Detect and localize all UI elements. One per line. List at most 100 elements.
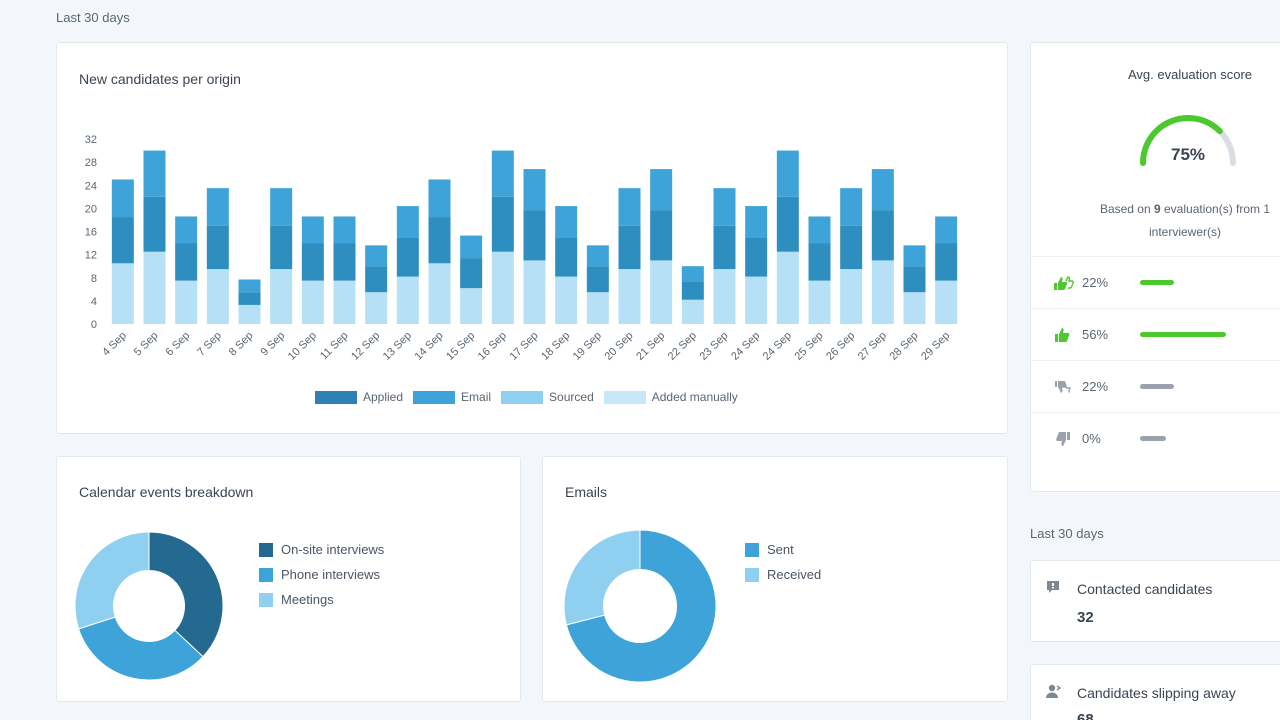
bar-segment[interactable] <box>206 225 229 270</box>
bar-segment[interactable] <box>301 243 324 281</box>
bar-segment[interactable] <box>491 251 514 324</box>
eval-row-yes: 56% <box>1030 308 1280 360</box>
bar-segment[interactable] <box>301 216 324 244</box>
bar-segment[interactable] <box>428 179 451 218</box>
bar-segment[interactable] <box>143 196 166 252</box>
donut-slice[interactable] <box>77 616 204 681</box>
bar-segment[interactable] <box>523 169 546 211</box>
bar-segment[interactable] <box>523 210 546 261</box>
bar-segment[interactable] <box>555 237 578 277</box>
bar-segment[interactable] <box>111 179 134 218</box>
bar-segment[interactable] <box>238 292 261 305</box>
x-tick-label: 12 Sep <box>349 330 382 363</box>
bar-segment[interactable] <box>871 260 894 324</box>
bar-segment[interactable] <box>808 216 831 244</box>
bar-segment[interactable] <box>270 188 293 226</box>
bar-segment[interactable] <box>143 150 166 197</box>
bar-segment[interactable] <box>175 280 198 324</box>
bar-segment[interactable] <box>840 188 863 226</box>
bar-segment[interactable] <box>681 281 704 300</box>
bar-segment[interactable] <box>840 225 863 270</box>
bar-segment[interactable] <box>776 150 799 197</box>
bar-segment[interactable] <box>903 292 926 324</box>
legend-item[interactable]: Added manually <box>603 390 738 404</box>
bar-segment[interactable] <box>713 188 736 226</box>
bar-segment[interactable] <box>396 237 419 277</box>
bar-segment[interactable] <box>745 276 768 324</box>
bar-segment[interactable] <box>618 225 641 270</box>
bar-segment[interactable] <box>238 279 261 293</box>
bar-segment[interactable] <box>586 245 609 267</box>
calendar-legend: On-site interviews Phone interviews Meet… <box>259 537 384 612</box>
bar-segment[interactable] <box>365 292 388 324</box>
bar-segment[interactable] <box>681 299 704 324</box>
bar-segment[interactable] <box>745 206 768 238</box>
bar-segment[interactable] <box>903 245 926 267</box>
bar-segment[interactable] <box>206 188 229 226</box>
bar-segment[interactable] <box>491 150 514 197</box>
bar-segment[interactable] <box>903 266 926 293</box>
bar-segment[interactable] <box>396 276 419 324</box>
bar-segment[interactable] <box>396 206 419 238</box>
bar-segment[interactable] <box>301 280 324 324</box>
bar-segment[interactable] <box>555 206 578 238</box>
bar-segment[interactable] <box>871 169 894 211</box>
evaluation-gauge <box>1140 115 1236 166</box>
bar-segment[interactable] <box>428 263 451 324</box>
bar-segment[interactable] <box>270 269 293 324</box>
bar-segment[interactable] <box>650 210 673 261</box>
donut-slice[interactable] <box>563 529 641 626</box>
bar-segment[interactable] <box>491 196 514 252</box>
based-on-prefix: Based on <box>1099 202 1154 216</box>
bar-segment[interactable] <box>460 258 483 289</box>
bar-segment[interactable] <box>333 216 356 244</box>
bar-segment[interactable] <box>238 304 261 324</box>
bar-segment[interactable] <box>143 251 166 324</box>
bar-segment[interactable] <box>111 263 134 324</box>
bar-segment[interactable] <box>935 280 958 324</box>
legend-item[interactable]: Email <box>413 390 491 404</box>
bar-segment[interactable] <box>555 276 578 324</box>
bar-segment[interactable] <box>206 269 229 324</box>
bar-segment[interactable] <box>175 216 198 244</box>
bar-segment[interactable] <box>713 225 736 270</box>
bar-segment[interactable] <box>650 169 673 211</box>
bar-segment[interactable] <box>270 225 293 270</box>
bar-segment[interactable] <box>681 266 704 282</box>
bar-segment[interactable] <box>840 269 863 324</box>
bar-segment[interactable] <box>460 235 483 259</box>
bar-segment[interactable] <box>935 243 958 281</box>
bar-segment[interactable] <box>618 269 641 324</box>
candidates-slipping-card[interactable]: Candidates slipping away 68 <box>1030 664 1280 720</box>
legend-item[interactable]: Applied <box>315 390 403 404</box>
bar-segment[interactable] <box>460 288 483 324</box>
donut-slice[interactable] <box>565 529 717 683</box>
bar-segment[interactable] <box>713 269 736 324</box>
bar-segment[interactable] <box>111 217 134 264</box>
donut-slice[interactable] <box>74 531 150 630</box>
bar-segment[interactable] <box>586 266 609 293</box>
bar-segment[interactable] <box>776 196 799 252</box>
bar-segment[interactable] <box>586 292 609 324</box>
bar-segment[interactable] <box>523 260 546 324</box>
legend-item[interactable]: Sourced <box>501 390 594 404</box>
bar-segment[interactable] <box>333 243 356 281</box>
bar-segment[interactable] <box>428 217 451 264</box>
double-thumbs-down-icon <box>1052 430 1074 448</box>
candidates-slipping-value: 68 <box>1077 711 1094 720</box>
contacted-candidates-card[interactable]: Contacted candidates 32 <box>1030 560 1280 642</box>
bar-segment[interactable] <box>333 280 356 324</box>
bar-segment[interactable] <box>175 243 198 281</box>
bar-segment[interactable] <box>808 243 831 281</box>
bar-segment[interactable] <box>745 237 768 277</box>
bar-segment[interactable] <box>808 280 831 324</box>
donut-slice[interactable] <box>148 531 224 658</box>
bar-segment[interactable] <box>650 260 673 324</box>
legend-phone: Phone interviews <box>259 562 384 587</box>
bar-segment[interactable] <box>618 188 641 226</box>
bar-segment[interactable] <box>776 251 799 324</box>
bar-segment[interactable] <box>935 216 958 244</box>
bar-segment[interactable] <box>365 266 388 293</box>
bar-segment[interactable] <box>871 210 894 261</box>
bar-segment[interactable] <box>365 245 388 267</box>
